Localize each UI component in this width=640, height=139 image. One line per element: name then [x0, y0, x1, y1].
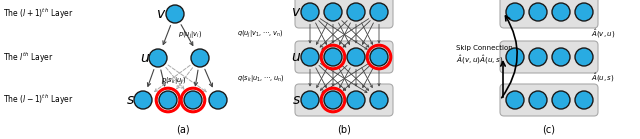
Circle shape — [301, 48, 319, 66]
Circle shape — [347, 91, 365, 109]
Text: $p(s_k|u_j)$: $p(s_k|u_j)$ — [161, 75, 186, 87]
Text: $\hat{A}(v,u)$: $\hat{A}(v,u)$ — [591, 28, 615, 40]
Text: (a): (a) — [176, 125, 190, 135]
Circle shape — [506, 91, 524, 109]
Circle shape — [370, 3, 388, 21]
Circle shape — [552, 91, 570, 109]
Text: $\hat{A}(v,u)\hat{A}(u,s)$: $\hat{A}(v,u)\hat{A}(u,s)$ — [456, 54, 504, 66]
Text: $\mathit{s}$: $\mathit{s}$ — [125, 93, 134, 107]
Circle shape — [166, 5, 184, 23]
Text: $q(s_k|u_1,\cdots,u_n)$: $q(s_k|u_1,\cdots,u_n)$ — [237, 73, 284, 84]
FancyBboxPatch shape — [295, 41, 393, 73]
Circle shape — [506, 48, 524, 66]
FancyBboxPatch shape — [295, 84, 393, 116]
Circle shape — [506, 3, 524, 21]
Text: The $(l-1)^{th}$ Layer: The $(l-1)^{th}$ Layer — [3, 93, 74, 107]
Circle shape — [575, 91, 593, 109]
Text: $\mathit{u}$: $\mathit{u}$ — [140, 51, 150, 65]
Circle shape — [209, 91, 227, 109]
Circle shape — [134, 91, 152, 109]
Circle shape — [370, 48, 388, 66]
FancyBboxPatch shape — [500, 84, 598, 116]
Circle shape — [529, 91, 547, 109]
Text: Skip Connection: Skip Connection — [456, 45, 513, 51]
Circle shape — [575, 3, 593, 21]
Circle shape — [347, 48, 365, 66]
Circle shape — [324, 3, 342, 21]
FancyBboxPatch shape — [500, 0, 598, 28]
Circle shape — [529, 3, 547, 21]
Text: $\mathit{v}$: $\mathit{v}$ — [291, 5, 301, 19]
Text: $q(u_j|v_1,\cdots,v_n)$: $q(u_j|v_1,\cdots,v_n)$ — [237, 28, 284, 40]
Circle shape — [347, 3, 365, 21]
FancyBboxPatch shape — [295, 0, 393, 28]
Text: $p(u_j|v_i)$: $p(u_j|v_i)$ — [178, 29, 202, 41]
Circle shape — [191, 49, 209, 67]
Text: (b): (b) — [337, 125, 351, 135]
Circle shape — [301, 3, 319, 21]
FancyBboxPatch shape — [500, 41, 598, 73]
Circle shape — [552, 3, 570, 21]
Circle shape — [149, 49, 167, 67]
Circle shape — [575, 48, 593, 66]
Text: The $l^{th}$ Layer: The $l^{th}$ Layer — [3, 51, 54, 65]
Circle shape — [159, 91, 177, 109]
Circle shape — [370, 91, 388, 109]
Circle shape — [324, 91, 342, 109]
Text: $\hat{A}(u,s)$: $\hat{A}(u,s)$ — [591, 72, 615, 84]
Circle shape — [301, 91, 319, 109]
Circle shape — [552, 48, 570, 66]
Circle shape — [529, 48, 547, 66]
Circle shape — [184, 91, 202, 109]
Text: (c): (c) — [543, 125, 556, 135]
Circle shape — [324, 48, 342, 66]
Text: $\mathit{s}$: $\mathit{s}$ — [292, 93, 300, 107]
Text: $\mathit{u}$: $\mathit{u}$ — [291, 50, 301, 64]
Text: $\mathit{v}$: $\mathit{v}$ — [156, 7, 166, 21]
Text: The $(l+1)^{th}$ Layer: The $(l+1)^{th}$ Layer — [3, 7, 74, 21]
